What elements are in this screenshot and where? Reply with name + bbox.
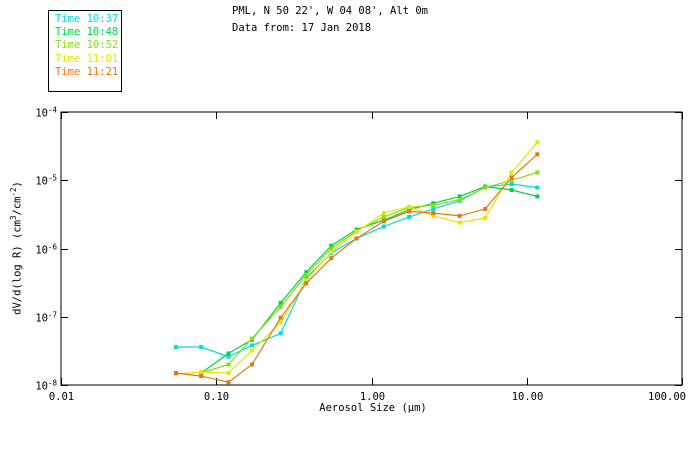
plot-title-location: PML, N 50 22', W 04 08', Alt 0m — [232, 5, 428, 17]
series-marker — [354, 229, 359, 234]
y-tick-label: 10-6 — [35, 243, 57, 257]
series-marker — [278, 300, 283, 305]
series-marker — [304, 276, 309, 280]
y-axis-label-superscript: -2 — [8, 187, 18, 197]
series-marker — [278, 320, 283, 325]
series-marker — [483, 185, 488, 190]
series-marker — [509, 178, 514, 183]
series-marker — [250, 348, 254, 353]
series-marker — [483, 206, 488, 211]
series-marker — [226, 380, 231, 385]
series-marker — [431, 213, 436, 218]
y-tick-label: 10-8 — [35, 379, 57, 393]
series-marker — [329, 256, 334, 261]
legend-item-time-10:48: Time 10:48 — [55, 26, 119, 39]
y-axis-label: dV/d(log R) (cm3/cm-2) — [9, 181, 24, 315]
series-marker — [354, 236, 359, 241]
series-marker — [278, 331, 283, 336]
series-marker — [509, 175, 514, 180]
series-marker — [173, 371, 178, 375]
series-marker — [535, 194, 540, 199]
series-marker — [535, 170, 540, 175]
series-marker — [509, 182, 514, 186]
plot-title-date: Data from: 17 Jan 2018 — [232, 22, 372, 34]
series-marker — [431, 211, 436, 216]
y-axis-label-text: /cm — [11, 196, 24, 216]
legend-item-time-11:01: Time 11:01 — [55, 52, 119, 65]
legend-box: Time 10:37 Time 10:48 Time 10:52 Time 11:01… — [48, 10, 122, 92]
series-line-time-11:01 — [175, 141, 538, 375]
series-marker — [535, 140, 540, 145]
series-marker — [457, 194, 462, 199]
series-marker — [329, 243, 334, 248]
series-marker — [457, 213, 462, 218]
series-marker — [431, 203, 436, 208]
series-marker — [509, 170, 514, 175]
series-marker — [381, 224, 386, 229]
series-marker — [381, 214, 386, 219]
series-marker — [304, 270, 309, 275]
series-marker — [457, 197, 462, 202]
x-tick-label: 10.00 — [512, 391, 544, 403]
y-axis-label-superscript: 3 — [8, 215, 18, 221]
series-marker — [304, 281, 309, 286]
legend-item-time-11:21: Time 11:21 — [55, 65, 119, 78]
x-tick-label: 0.01 — [49, 391, 74, 403]
y-tick-label: 10-5 — [35, 174, 57, 188]
series-marker — [199, 370, 204, 374]
series-marker — [226, 362, 231, 367]
legend-item-time-10:37: Time 10:37 — [55, 13, 119, 25]
series-marker — [250, 336, 254, 341]
series-marker — [329, 246, 334, 251]
series-marker — [304, 272, 309, 277]
y-axis-label-text: dV/d(log R) (cm — [11, 220, 24, 315]
series-marker — [381, 211, 386, 216]
series-marker — [381, 219, 386, 224]
series-marker — [329, 250, 334, 254]
series-marker — [509, 188, 514, 192]
series-marker — [407, 209, 412, 214]
y-tick-label: 10-7 — [35, 311, 57, 325]
series-marker — [457, 220, 462, 225]
series-marker — [199, 345, 204, 349]
series-marker — [199, 374, 204, 379]
series-marker — [226, 351, 231, 356]
x-tick-label: 100.00 — [648, 391, 686, 403]
y-tick-label: 10-4 — [35, 106, 57, 120]
series-marker — [407, 204, 412, 209]
x-tick-label: 1.00 — [360, 391, 385, 403]
series-marker — [250, 343, 254, 348]
series-marker — [431, 206, 436, 211]
series-marker — [483, 216, 488, 220]
x-axis-label: Aerosol Size (μm) — [319, 402, 427, 414]
series-marker — [250, 362, 254, 367]
plot-frame — [60, 111, 683, 386]
series-line-time-10:52 — [201, 171, 538, 374]
series-marker — [304, 278, 309, 283]
series-marker — [535, 185, 540, 190]
series-marker — [278, 304, 283, 309]
x-tick-label: 0.10 — [204, 391, 229, 403]
legend-item-time-10:52: Time 10:52 — [55, 39, 119, 52]
y-axis-label-text: ) — [11, 181, 24, 188]
series-marker — [278, 315, 283, 320]
series-marker — [173, 345, 178, 349]
series-marker — [535, 152, 540, 157]
series-marker — [226, 354, 231, 359]
series-marker — [226, 371, 231, 375]
series-marker — [407, 214, 412, 219]
